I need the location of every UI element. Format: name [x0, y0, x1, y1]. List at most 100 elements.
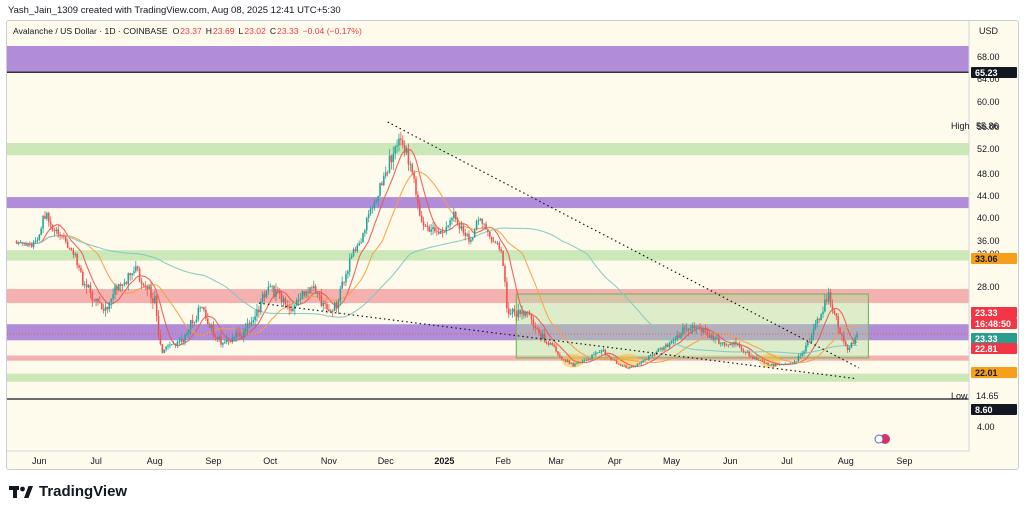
candle-body — [403, 145, 406, 153]
candle-body — [447, 225, 449, 227]
candle-body — [417, 194, 419, 205]
candle-body — [606, 354, 608, 356]
candle-body — [89, 285, 92, 294]
candle-body — [716, 337, 718, 339]
candle-body — [780, 364, 783, 366]
candle-body — [477, 220, 480, 222]
candle-body — [500, 249, 502, 252]
candle-body — [479, 218, 482, 221]
candle-body — [263, 293, 266, 298]
price-label-box — [971, 318, 1017, 329]
candle-body — [824, 299, 826, 312]
price-axis-tick: 40.00 — [977, 213, 1000, 223]
candle-body — [803, 351, 805, 354]
candle-body — [816, 318, 819, 324]
candle-body — [383, 176, 385, 186]
candle-body — [388, 155, 391, 173]
candle-body — [473, 229, 476, 238]
candle-body — [562, 359, 565, 360]
price-axis-tick: 68.00 — [977, 52, 1000, 62]
candle-body — [314, 286, 317, 294]
candle-body — [25, 243, 27, 246]
candle-body — [755, 357, 758, 360]
brand[interactable]: TradingView — [9, 483, 127, 500]
candle-body — [294, 305, 296, 309]
candle-body — [44, 215, 46, 219]
candle-body — [148, 286, 150, 290]
candle-body — [674, 339, 677, 341]
candle-body — [604, 349, 607, 355]
candle-body — [184, 334, 186, 343]
time-axis-tick: Mar — [548, 456, 564, 466]
candle-body — [449, 220, 451, 226]
legend-open-value: 23.37 — [180, 26, 202, 36]
candle-body — [367, 214, 370, 218]
candle-body — [155, 296, 158, 317]
axis-layer: USD 68.00 64.00 60.00 56.00 52.00 48.00 44.00 40… — [7, 21, 1017, 466]
candle-body — [632, 366, 635, 368]
candle-body — [487, 229, 489, 232]
candle-body — [116, 286, 118, 291]
zones-layer — [7, 46, 969, 382]
candle-body — [719, 343, 722, 345]
candle-body — [322, 302, 325, 306]
candle-body — [225, 339, 228, 342]
candle-body — [551, 343, 554, 346]
candle-body — [432, 227, 434, 230]
price-label-box — [971, 343, 1017, 354]
candle-body — [494, 241, 497, 244]
time-axis-tick: 2025 — [434, 456, 454, 466]
candle-body — [244, 328, 247, 332]
candle-body — [598, 352, 601, 353]
candle-body — [725, 344, 728, 346]
candle-body — [778, 364, 781, 365]
candlestick-chart[interactable]: USD 68.00 64.00 60.00 56.00 52.00 48.00 44.00 40… — [7, 21, 1018, 469]
candle-body — [280, 293, 283, 302]
candle-body — [318, 293, 321, 296]
candle-body — [555, 346, 557, 352]
candle-body — [517, 309, 520, 318]
candle-body — [312, 286, 315, 289]
candle-body — [398, 138, 400, 146]
candle-body — [121, 284, 124, 286]
candle-body — [40, 228, 42, 235]
candle-body — [515, 311, 518, 318]
candle-body — [74, 253, 77, 255]
candle-body — [818, 318, 821, 321]
zone-green — [7, 250, 969, 261]
candle-body — [470, 239, 472, 242]
candle-body — [846, 345, 849, 351]
time-axis-tick: Dec — [378, 456, 395, 466]
candle-body — [17, 242, 20, 244]
candle-body — [350, 256, 353, 259]
candle-body — [356, 245, 359, 251]
candle-body — [509, 313, 512, 315]
candle-body — [659, 348, 661, 349]
candle-body — [231, 337, 234, 343]
price-axis-tick: 28.00 — [977, 282, 1000, 292]
candle-body — [712, 335, 714, 340]
candle-body — [47, 213, 50, 222]
candle-body — [454, 211, 457, 220]
price-label: 8.60 — [975, 405, 993, 415]
candle-body — [271, 285, 273, 287]
candle-body — [763, 361, 766, 364]
candle-body — [21, 242, 24, 244]
candle-body — [100, 303, 103, 310]
low-marker-value: 14.65 — [976, 391, 999, 401]
candle-body — [51, 225, 54, 231]
candle-body — [723, 342, 726, 346]
candle-body — [668, 342, 671, 348]
moving-average-line — [16, 227, 858, 354]
candle-body — [744, 351, 747, 353]
candle-body — [224, 341, 226, 343]
candle-body — [839, 327, 841, 334]
candle-body — [108, 301, 111, 310]
candle-body — [526, 311, 529, 314]
time-axis-tick: Aug — [147, 456, 163, 466]
candle-body — [288, 306, 290, 309]
candle-body — [70, 248, 73, 251]
candle-body — [672, 339, 675, 342]
candle-body — [600, 350, 603, 353]
price-axis-tick: 48.00 — [977, 169, 1000, 179]
